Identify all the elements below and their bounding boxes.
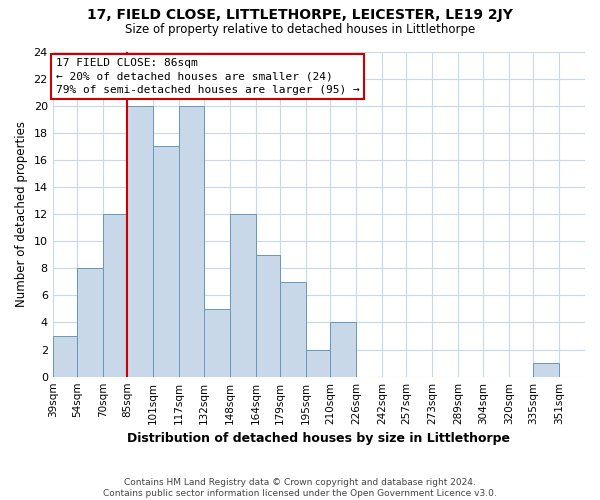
Bar <box>127 106 153 376</box>
X-axis label: Distribution of detached houses by size in Littlethorpe: Distribution of detached houses by size … <box>127 432 511 445</box>
Text: Contains HM Land Registry data © Crown copyright and database right 2024.
Contai: Contains HM Land Registry data © Crown c… <box>103 478 497 498</box>
Bar <box>330 322 356 376</box>
Text: 17, FIELD CLOSE, LITTLETHORPE, LEICESTER, LE19 2JY: 17, FIELD CLOSE, LITTLETHORPE, LEICESTER… <box>87 8 513 22</box>
Bar <box>203 309 230 376</box>
Text: Size of property relative to detached houses in Littlethorpe: Size of property relative to detached ho… <box>125 22 475 36</box>
Bar <box>77 268 103 376</box>
Bar <box>103 214 127 376</box>
Bar <box>256 254 280 376</box>
Bar <box>280 282 306 376</box>
Bar <box>306 350 330 376</box>
Bar <box>179 106 203 376</box>
Bar <box>230 214 256 376</box>
Bar <box>533 363 559 376</box>
Bar <box>153 146 179 376</box>
Text: 17 FIELD CLOSE: 86sqm
← 20% of detached houses are smaller (24)
79% of semi-deta: 17 FIELD CLOSE: 86sqm ← 20% of detached … <box>56 58 359 94</box>
Bar <box>53 336 77 376</box>
Y-axis label: Number of detached properties: Number of detached properties <box>15 121 28 307</box>
